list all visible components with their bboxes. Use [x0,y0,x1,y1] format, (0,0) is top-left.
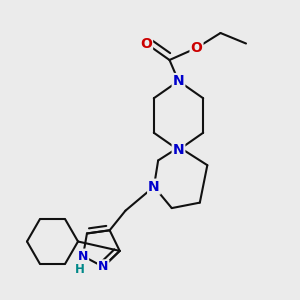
Text: N: N [173,74,184,88]
Text: N: N [148,180,160,194]
Text: N: N [78,250,88,262]
Text: O: O [140,37,152,50]
Text: H: H [75,263,85,276]
Text: O: O [190,41,202,55]
Text: N: N [98,260,108,273]
Text: N: N [173,143,184,157]
